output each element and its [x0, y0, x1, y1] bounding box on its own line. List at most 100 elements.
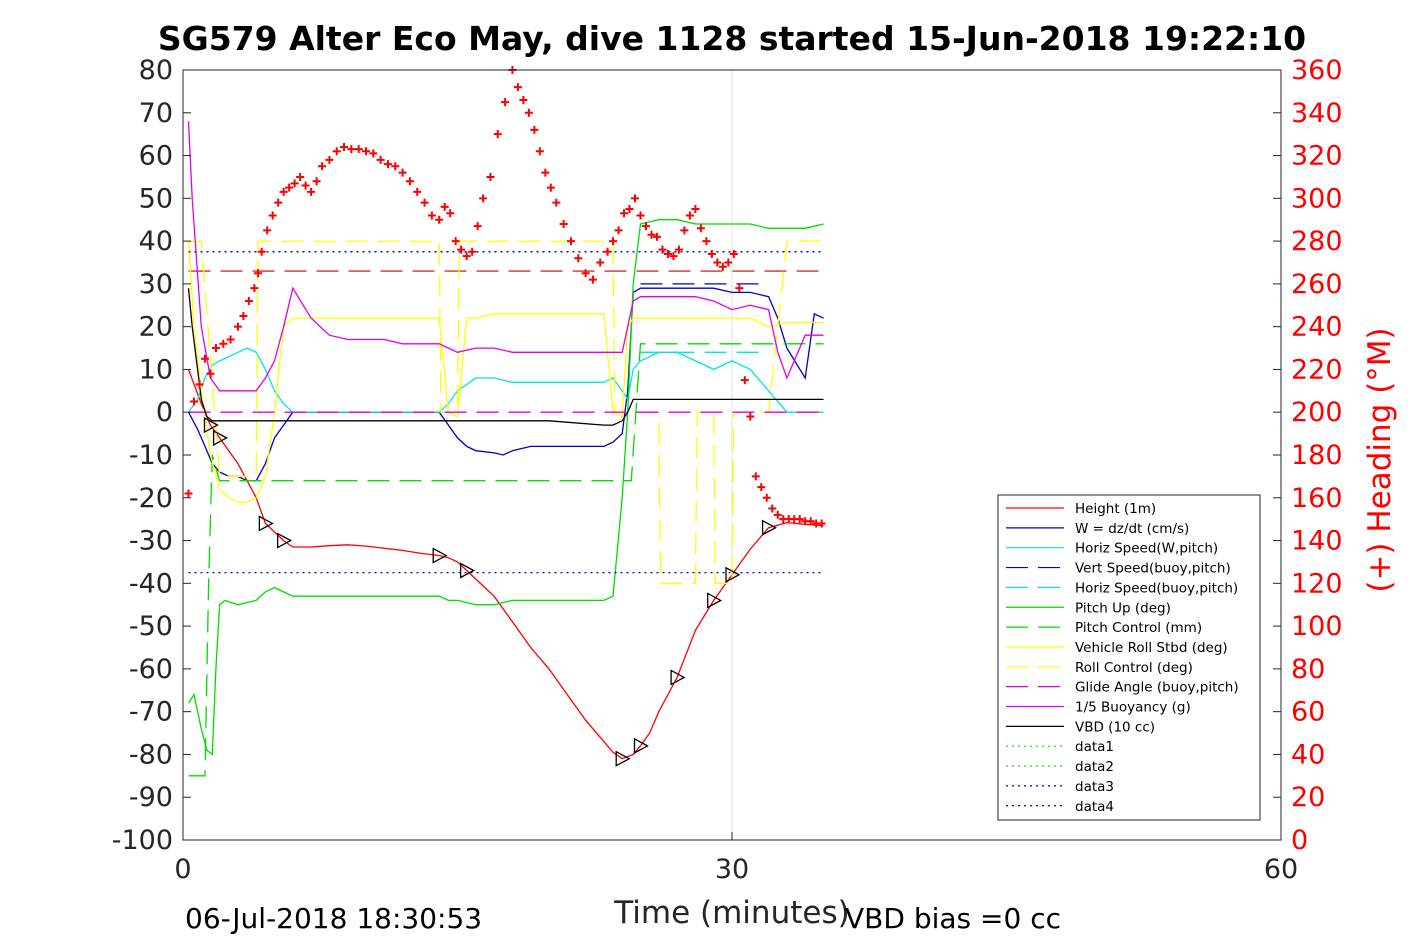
- height-marker-7: [633, 737, 649, 754]
- heading-marker-38: [420, 198, 429, 207]
- heading-marker-2: [195, 380, 204, 389]
- legend-box: [997, 494, 1261, 821]
- legend-label-data1: data1: [1075, 739, 1114, 755]
- y-tick-label-1: 70: [139, 98, 173, 129]
- legend-label-vert-speed-buoy-pitch: Vert Speed(buoy,pitch): [1075, 561, 1231, 577]
- y2-tick-label-14: 80: [1291, 654, 1325, 685]
- y-tick-label-0: 80: [139, 55, 173, 86]
- heading-marker-37: [413, 187, 422, 196]
- y-tick-label-7: 10: [139, 354, 173, 385]
- legend-label-horiz-speed-w-pitch: Horiz Speed(W,pitch): [1075, 541, 1218, 557]
- plot-layer: [184, 66, 826, 840]
- heading-marker-85: [702, 237, 711, 246]
- heading-marker-50: [493, 130, 502, 139]
- y2-tick-label-18: 0: [1291, 825, 1308, 856]
- y2-tick-label-8: 200: [1291, 397, 1343, 428]
- heading-marker-17: [279, 187, 288, 196]
- heading-marker-90: [729, 249, 738, 258]
- legend-label-horiz-speed-buoy-pitch: Horiz Speed(buoy,pitch): [1075, 580, 1238, 596]
- height-marker-10: [725, 566, 741, 583]
- height-marker-8: [670, 669, 686, 686]
- heading-marker-92: [740, 376, 749, 385]
- y2-tick-label-5: 260: [1291, 269, 1343, 300]
- series-vbd-10-cc: [187, 288, 824, 426]
- ticks-layer: 80706050403020100-10-20-30-40-50-60-70-8…: [112, 55, 1343, 885]
- y2-tick-label-15: 60: [1291, 697, 1325, 728]
- y2-tick-label-11: 140: [1291, 526, 1343, 557]
- heading-marker-62: [566, 237, 575, 246]
- y2-tick-label-2: 320: [1291, 141, 1343, 172]
- height-marker-11: [761, 519, 777, 536]
- height-marker-9: [707, 592, 723, 609]
- heading-marker-29: [354, 145, 363, 154]
- heading-marker-3: [200, 354, 209, 363]
- legend-label-glide-angle-buoy-pitch: Glide Angle (buoy,pitch): [1075, 680, 1239, 696]
- heading-marker-56: [530, 125, 539, 134]
- heading-marker-87: [713, 258, 722, 267]
- heading-marker-39: [427, 211, 436, 220]
- heading-marker-55: [524, 108, 533, 117]
- series-1-5-buoyancy-g: [187, 121, 824, 392]
- series-pitch-up-deg: [187, 219, 824, 756]
- y2-tick-label-6: 240: [1291, 312, 1343, 343]
- heading-marker-7: [226, 335, 235, 344]
- heading-marker-9: [239, 311, 248, 320]
- y2-tick-label-10: 160: [1291, 483, 1343, 514]
- heading-marker-83: [691, 205, 700, 214]
- heading-marker-57: [535, 147, 544, 156]
- y-tick-label-8: 0: [156, 397, 173, 428]
- heading-marker-0: [184, 489, 193, 498]
- heading-marker-95: [757, 483, 766, 492]
- y-tick-label-10: -20: [129, 483, 173, 514]
- heading-marker-24: [318, 162, 327, 171]
- heading-marker-63: [574, 254, 583, 263]
- heading-marker-45: [462, 252, 471, 261]
- heading-marker-18: [285, 183, 294, 192]
- y-tick-label-16: -80: [129, 739, 173, 770]
- x-axis-label: Time (minutes): [613, 895, 849, 931]
- heading-marker-88: [718, 262, 727, 271]
- heading-marker-67: [603, 247, 612, 256]
- heading-marker-81: [680, 226, 689, 235]
- y2-tick-label-13: 100: [1291, 611, 1343, 642]
- heading-marker-31: [369, 149, 378, 158]
- legend-label-vehicle-roll-stbd-deg: Vehicle Roll Stbd (deg): [1075, 640, 1228, 656]
- y2-tick-label-9: 180: [1291, 440, 1343, 471]
- y-tick-label-12: -40: [129, 568, 173, 599]
- heading-marker-102: [795, 515, 804, 524]
- legend-label-pitch-control-mm: Pitch Control (mm): [1075, 620, 1202, 636]
- legend: Height (1m) W = dz/dt (cm/s) Horiz Speed(W…: [997, 494, 1261, 821]
- heading-marker-11: [250, 284, 259, 293]
- heading-marker-35: [398, 168, 407, 177]
- heading-marker-78: [663, 249, 672, 258]
- legend-label-w-dz-dt-cm-s: W = dz/dt (cm/s): [1075, 521, 1189, 537]
- heading-marker-64: [581, 269, 590, 278]
- heading-marker-60: [552, 198, 561, 207]
- heading-marker-30: [362, 147, 370, 156]
- y-tick-label-9: -10: [129, 440, 173, 471]
- heading-marker-8: [233, 322, 242, 331]
- y-tick-label-2: 60: [139, 141, 173, 172]
- series-vehicle-roll-stbd-deg: [187, 241, 824, 503]
- y-tick-label-11: -30: [129, 526, 173, 557]
- heading-marker-97: [768, 504, 777, 513]
- heading-marker-74: [641, 222, 650, 231]
- height-marker-1: [212, 429, 228, 446]
- height-marker-6: [615, 750, 631, 767]
- height-marker-3: [276, 532, 293, 549]
- legend-label-pitch-up-deg: Pitch Up (deg): [1075, 600, 1171, 616]
- heading-marker-68: [609, 237, 618, 246]
- heading-marker-79: [669, 252, 678, 261]
- heading-marker-4: [206, 369, 215, 378]
- height-marker-5: [459, 562, 476, 579]
- series-horiz-speed-w-pitch: [187, 347, 824, 413]
- y-tick-label-13: -50: [129, 611, 173, 642]
- heading-marker-26: [332, 147, 341, 156]
- heading-marker-91: [735, 284, 744, 293]
- heading-marker-54: [519, 95, 528, 104]
- heading-marker-75: [647, 230, 656, 239]
- heading-marker-25: [325, 155, 334, 164]
- height-marker-4: [432, 547, 448, 564]
- heading-marker-76: [652, 232, 661, 241]
- heading-marker-71: [625, 205, 634, 214]
